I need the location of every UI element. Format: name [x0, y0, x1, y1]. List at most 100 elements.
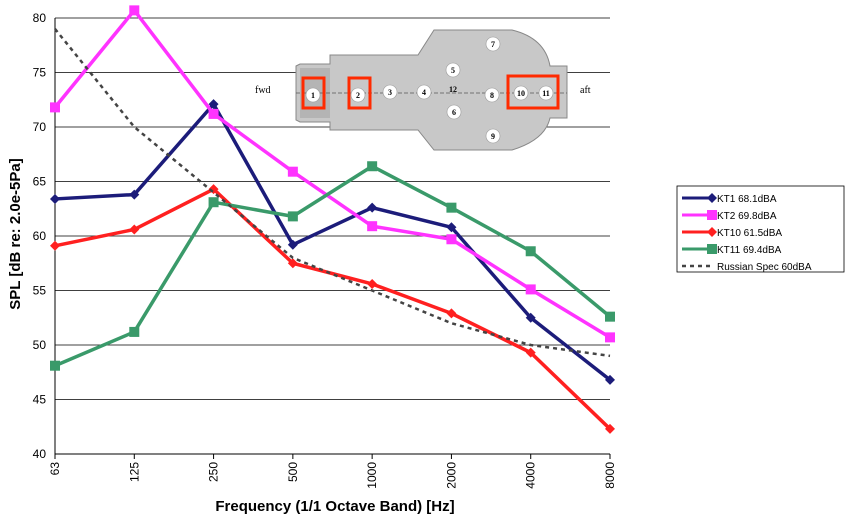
data-point-kt1-4000: [525, 312, 536, 323]
data-point-kt1-8000: [605, 374, 615, 385]
data-point-kt10-4000: [525, 347, 536, 358]
series-kt11: [50, 161, 615, 371]
data-point-kt11-125: [129, 326, 140, 337]
data-point-kt10-500: [287, 258, 298, 269]
data-point-kt1-125: [129, 189, 140, 200]
legend-box: [676, 185, 845, 273]
series-line-russian: [54, 28, 611, 358]
position-9-circle: [485, 128, 501, 144]
data-point-kt11-8000: [605, 311, 615, 322]
legend-label-kt11: KT11 69.4dBA: [717, 245, 782, 256]
series-kt10: [50, 184, 615, 434]
x-tick-label-500: 500: [286, 462, 300, 482]
position-2-label: 2: [356, 91, 360, 100]
data-point-kt11-63: [50, 360, 60, 371]
data-point-kt11-250: [208, 197, 219, 208]
data-point-kt1-250: [208, 99, 219, 110]
position-3-circle: [382, 84, 398, 100]
position-11-circle: [538, 85, 554, 101]
legend-marker-kt1: [707, 193, 717, 203]
position-6-circle: [446, 104, 462, 120]
data-point-kt2-63: [50, 102, 60, 113]
position-8-label: 8: [490, 91, 494, 100]
data-point-kt2-4000: [525, 284, 536, 295]
data-point-kt1-500: [287, 239, 298, 250]
position-2-highlight: [347, 76, 372, 110]
data-point-kt2-500: [287, 166, 298, 177]
legend-label-russian: Russian Spec 60dBA: [717, 262, 812, 273]
data-point-kt11-500: [287, 211, 298, 222]
data-point-kt10-63: [50, 240, 60, 251]
aft-label: aft: [580, 85, 591, 96]
legend-marker-kt11: [707, 244, 717, 254]
data-point-kt2-8000: [605, 332, 615, 343]
data-point-kt10-8000: [605, 423, 615, 434]
position-6-label: 6: [452, 108, 456, 117]
x-tick-label-1000: 1000: [365, 462, 379, 489]
position-5-label: 5: [451, 66, 455, 75]
legend-marker-kt10: [707, 227, 717, 237]
position-4-circle: [416, 84, 432, 100]
x-tick-label-250: 250: [207, 462, 221, 482]
data-point-kt1-2000: [446, 222, 457, 233]
position-1-label: 1: [311, 91, 315, 100]
data-point-kt10-1000: [367, 278, 378, 289]
legend-marker-kt2: [707, 210, 717, 220]
data-point-kt2-125: [129, 5, 140, 16]
y-axis-title: SPL [dB re: 2.0e-5Pa]: [7, 158, 24, 309]
position-12-label: 12: [449, 85, 457, 94]
y-tick-label-65: 65: [33, 175, 47, 189]
position-7-circle: [485, 36, 501, 52]
position-7-label: 7: [491, 40, 495, 49]
x-tick-label-4000: 4000: [524, 462, 538, 489]
x-tick-label-8000: 8000: [603, 462, 617, 489]
data-point-kt1-1000: [367, 202, 378, 213]
data-point-kt2-250: [208, 108, 219, 119]
legend-label-kt1: KT1 68.1dBA: [717, 194, 777, 205]
position-4-label: 4: [422, 88, 426, 97]
fuselage-outline: [295, 29, 568, 151]
position-8-circle: [484, 87, 500, 103]
y-tick-label-50: 50: [33, 338, 47, 352]
legend-label-kt2: KT2 69.8dBA: [717, 211, 777, 222]
legend-label-kt10: KT10 61.5dBA: [717, 228, 782, 239]
position-10-label: 10: [517, 89, 525, 98]
data-point-kt11-4000: [525, 246, 536, 257]
x-axis-title: Frequency (1/1 Octave Band) [Hz]: [215, 498, 454, 515]
y-tick-label-75: 75: [33, 66, 47, 80]
position-3-label: 3: [388, 88, 392, 97]
series-kt1: [50, 99, 615, 385]
y-tick-label-60: 60: [33, 229, 47, 243]
position-11-label: 11: [542, 89, 550, 98]
x-tick-label-125: 125: [127, 462, 141, 482]
fwd-label: fwd: [255, 85, 271, 96]
data-point-kt10-125: [129, 224, 140, 235]
data-point-kt10-2000: [446, 308, 457, 319]
y-tick-label-55: 55: [33, 284, 47, 298]
data-point-kt11-2000: [446, 202, 457, 213]
y-tick-label-45: 45: [33, 393, 47, 407]
data-point-kt11-1000: [367, 161, 378, 172]
series-layer: [50, 5, 615, 434]
data-point-kt2-2000: [446, 234, 457, 245]
data-point-kt2-1000: [367, 221, 378, 232]
series-line-kt11: [54, 164, 612, 368]
data-point-kt1-63: [50, 193, 60, 204]
x-tick-label-63: 63: [48, 462, 62, 476]
position-2-circle: [350, 87, 366, 103]
position-1-highlight: [301, 76, 326, 110]
y-tick-label-40: 40: [33, 447, 47, 461]
position-9-label: 9: [491, 132, 495, 141]
position-5-circle: [445, 62, 461, 78]
position-1-circle: [305, 87, 321, 103]
y-tick-label-70: 70: [33, 120, 47, 134]
position-10-11-highlight: [506, 74, 560, 110]
x-tick-label-2000: 2000: [444, 462, 458, 489]
series-line-kt2: [53, 8, 611, 339]
legend: KT1 68.1dBA KT2 69.8dBA KT10 61.5dBA KT11 6…: [676, 185, 845, 273]
series-kt2: [50, 5, 615, 343]
series-line-kt10: [54, 187, 612, 431]
position-10-circle: [513, 85, 529, 101]
